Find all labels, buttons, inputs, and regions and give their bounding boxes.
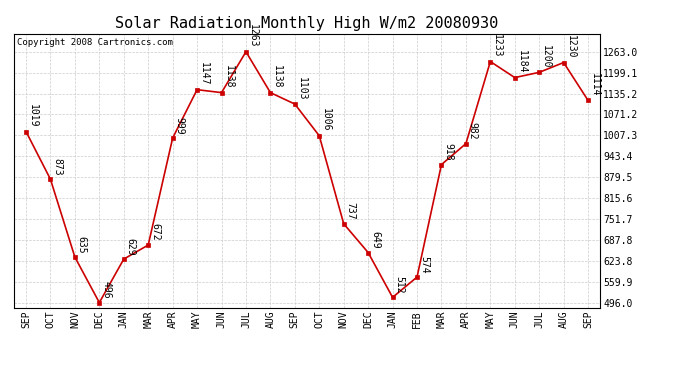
Text: 672: 672 <box>150 224 160 241</box>
Text: 574: 574 <box>419 255 429 273</box>
Text: 1147: 1147 <box>199 62 209 86</box>
Text: 1019: 1019 <box>28 104 38 128</box>
Text: 999: 999 <box>175 117 185 134</box>
Text: 1114: 1114 <box>590 73 600 96</box>
Text: 1230: 1230 <box>566 35 575 58</box>
Text: 1263: 1263 <box>248 24 258 48</box>
Title: Solar Radiation Monthly High W/m2 20080930: Solar Radiation Monthly High W/m2 200809… <box>115 16 499 31</box>
Text: 1200: 1200 <box>541 45 551 68</box>
Text: 629: 629 <box>126 237 136 255</box>
Text: 635: 635 <box>77 236 87 253</box>
Text: 1006: 1006 <box>322 108 331 132</box>
Text: 1184: 1184 <box>517 50 526 74</box>
Text: Copyright 2008 Cartronics.com: Copyright 2008 Cartronics.com <box>17 38 172 47</box>
Text: 982: 982 <box>468 122 478 140</box>
Text: 496: 496 <box>101 281 111 298</box>
Text: 1103: 1103 <box>297 76 307 100</box>
Text: 1138: 1138 <box>224 65 233 89</box>
Text: 512: 512 <box>395 276 404 293</box>
Text: 737: 737 <box>346 202 355 220</box>
Text: 1138: 1138 <box>273 65 282 89</box>
Text: 873: 873 <box>52 158 62 176</box>
Text: 649: 649 <box>370 231 380 249</box>
Text: 918: 918 <box>444 143 453 160</box>
Text: 1233: 1233 <box>492 34 502 58</box>
